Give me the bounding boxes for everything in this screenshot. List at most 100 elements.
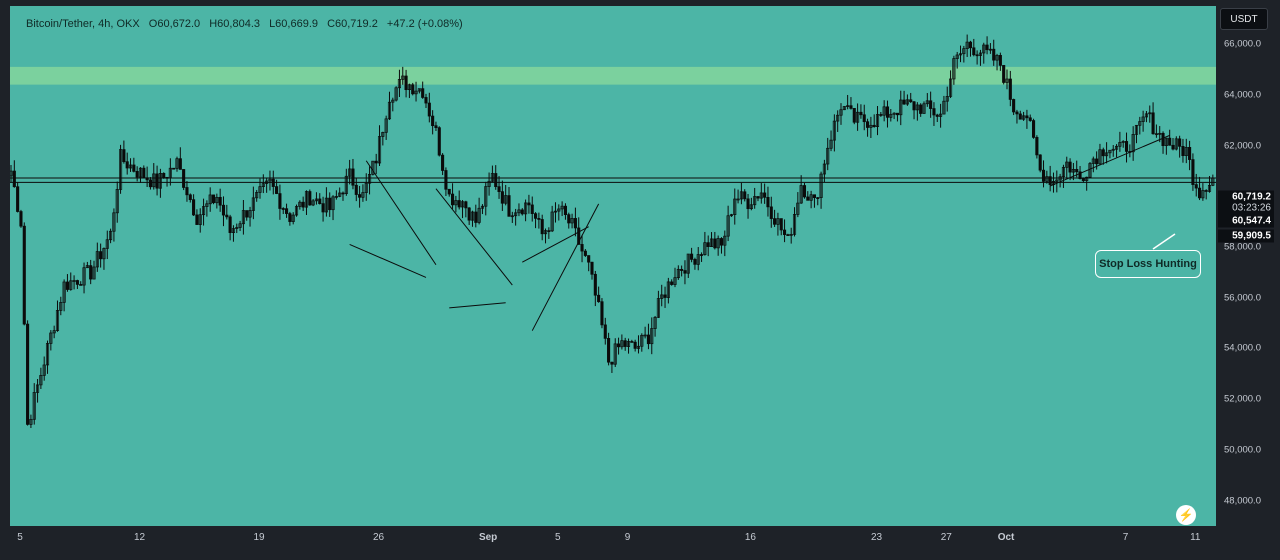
candle-body [656, 298, 660, 318]
trendline-4 [531, 203, 600, 331]
chart-plot-area[interactable]: Bitcoin/Tether, 4h, OKX O60,672.0 H60,80… [10, 6, 1216, 526]
candle-body [361, 192, 365, 198]
candle-body [1005, 78, 1009, 83]
candle-body [626, 341, 631, 347]
y-tick-label: 58,000.0 [1224, 241, 1261, 253]
candle-body [1055, 179, 1059, 182]
candle-body [331, 196, 335, 211]
candle-body [447, 188, 451, 195]
candle-body [102, 248, 106, 260]
candle-body [1201, 190, 1205, 199]
candle-body [490, 173, 494, 182]
candle-body [248, 210, 252, 218]
candle-body [451, 193, 455, 206]
candle-body [391, 99, 395, 103]
candle-body [205, 203, 209, 207]
candle-body [288, 213, 292, 222]
candle-body [567, 214, 571, 224]
candle-body [470, 211, 475, 221]
candle-body [265, 180, 269, 184]
candle-body [912, 101, 916, 111]
candle-body [1198, 187, 1202, 199]
candle-body [1108, 149, 1112, 154]
candle-body [852, 108, 856, 123]
candle-body [487, 180, 491, 187]
replay-icon[interactable]: ⚡ [1176, 505, 1196, 525]
candle-body [607, 338, 611, 363]
candle-body [411, 84, 415, 95]
candle-body [739, 191, 743, 200]
candle-body [22, 225, 26, 325]
candle-body [245, 210, 249, 218]
x-tick-label: 9 [624, 532, 631, 543]
candle-body [308, 191, 312, 206]
candle-body [726, 215, 730, 237]
candle-body [1088, 163, 1092, 178]
trendline-2 [449, 302, 506, 309]
candle-body [421, 88, 425, 98]
candle-body [603, 324, 607, 339]
candle-body [1068, 161, 1072, 173]
candle-body [666, 281, 670, 298]
candle-body [427, 102, 431, 117]
candlestick-chart[interactable] [10, 6, 1216, 526]
candle-body [504, 195, 508, 204]
bar-countdown-label: 03:23:26 [1218, 201, 1274, 215]
candle-body [929, 100, 933, 109]
legend-symbol: Bitcoin/Tether, 4h, OKX [26, 18, 140, 30]
candle-body [1018, 113, 1022, 120]
candle-body [72, 280, 76, 282]
candle-body [231, 228, 235, 233]
candle-body [341, 192, 345, 195]
candle-body [192, 199, 196, 216]
candle-body [789, 233, 793, 236]
candle-body [736, 198, 740, 201]
candle-body [875, 114, 880, 127]
x-tick-label: 5 [17, 532, 23, 543]
candle-body [643, 334, 647, 337]
time-axis[interactable]: 5 12 19 26 Sep 5 9 16 23 27 Oct 7 11 [10, 526, 1216, 550]
candle-body [401, 75, 405, 80]
candle-body [285, 208, 289, 214]
candle-body [454, 200, 458, 206]
candle-body [202, 206, 206, 216]
candle-body [185, 187, 189, 196]
x-tick-label: Sep [478, 532, 498, 543]
candle-body [138, 167, 143, 178]
candle-body [52, 330, 56, 334]
candle-body [208, 194, 212, 205]
candle-body [275, 186, 279, 194]
candle-body [99, 251, 103, 260]
candle-body [79, 284, 83, 286]
legend-high: H60,804.3 [209, 18, 260, 30]
candle-body [334, 196, 338, 198]
candle-body [1184, 147, 1188, 156]
candle-body [324, 197, 328, 213]
y-tick-label: 48,000.0 [1224, 495, 1261, 507]
legend-change: +47.2 (+0.08%) [386, 18, 463, 30]
currency-button[interactable]: USDT [1220, 8, 1268, 30]
candle-body [238, 223, 242, 228]
candle-body [1002, 65, 1006, 83]
candle-body [600, 301, 604, 326]
candle-body [119, 149, 123, 190]
candle-body [59, 302, 63, 311]
trendline-6 [1049, 134, 1170, 187]
stop-loss-hunting-callout: Stop Loss Hunting [1095, 250, 1201, 278]
candle-body [663, 294, 667, 298]
candle-body [1058, 176, 1062, 181]
candle-body [832, 120, 836, 141]
candle-body [580, 244, 584, 252]
candle-body [849, 105, 853, 109]
candle-body [182, 169, 186, 188]
x-tick-label: 27 [940, 532, 952, 543]
candle-body [610, 361, 614, 365]
candle-body [1012, 99, 1016, 113]
price-axis[interactable]: 48,000.0 50,000.0 52,000.0 54,000.0 56,000.0… [1216, 6, 1280, 526]
candle-body [706, 242, 710, 247]
candle-body [978, 52, 982, 56]
candle-body [1095, 158, 1099, 165]
candle-body [128, 164, 133, 169]
candle-body [902, 99, 906, 105]
candle-body [650, 328, 654, 345]
